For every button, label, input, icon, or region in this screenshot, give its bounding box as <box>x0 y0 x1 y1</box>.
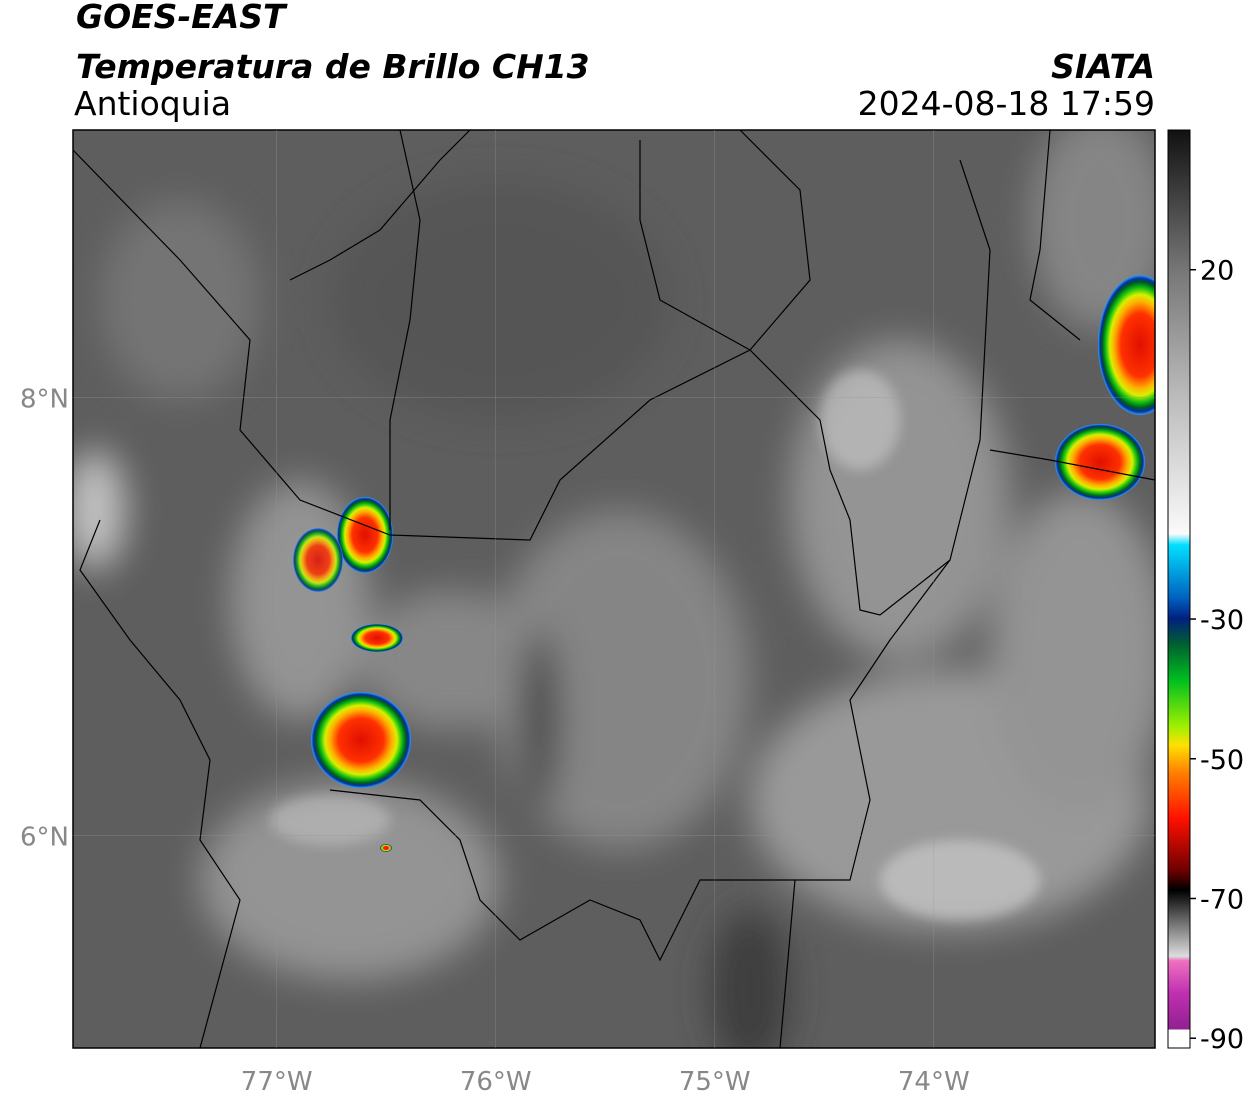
x-tick-label: 74°W <box>898 1067 970 1097</box>
y-tick-label: 8°N <box>20 384 69 414</box>
organization: SIATA <box>1051 47 1155 86</box>
title: GOES-EAST <box>76 0 288 36</box>
y-tick-label: 6°N <box>20 822 69 852</box>
satellite-image <box>73 130 1155 1048</box>
x-tick-label: 76°W <box>460 1067 532 1097</box>
x-tick-label: 77°W <box>241 1067 313 1097</box>
subtitle: Temperatura de Brillo CH13 <box>76 47 590 86</box>
x-tick-label: 75°W <box>679 1067 751 1097</box>
colorbar-tick-label: -70 <box>1200 884 1244 915</box>
timestamp: 2024-08-18 17:59 <box>858 84 1155 123</box>
colorbar-tick-label: -90 <box>1200 1024 1244 1055</box>
region: Antioquia <box>74 84 231 123</box>
colorbar <box>1167 129 1191 1049</box>
map-frame <box>72 129 1156 1049</box>
colorbar-tick-label: -50 <box>1200 745 1244 776</box>
colorbar-tick-label: -30 <box>1200 605 1244 636</box>
colorbar-tick-label: 20 <box>1200 256 1234 287</box>
